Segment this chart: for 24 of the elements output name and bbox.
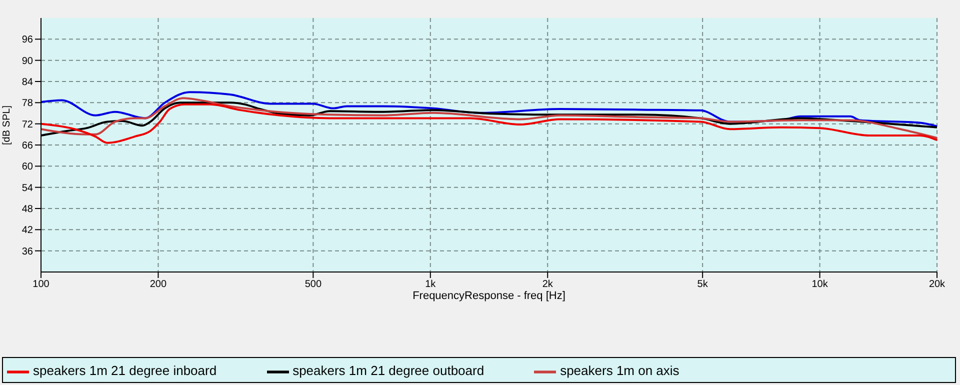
x-tick-label: 100 <box>32 279 50 290</box>
y-axis-title: [dB SPL] <box>2 105 13 145</box>
y-tick-label: 60 <box>22 162 34 173</box>
legend-label: speakers 1m 21 degree outboard <box>292 363 484 378</box>
y-tick-label: 72 <box>22 119 34 130</box>
legend-label: speakers 1m on axis <box>560 363 680 378</box>
y-tick-label: 90 <box>22 56 34 67</box>
y-tick-label: 84 <box>22 77 34 88</box>
y-tick-label: 42 <box>22 225 34 236</box>
x-tick-label: 5k <box>697 279 709 290</box>
y-tick-label: 36 <box>22 246 34 258</box>
x-tick-label: 200 <box>150 279 167 290</box>
y-tick-label: 78 <box>22 98 34 110</box>
y-tick-label: 66 <box>22 140 34 152</box>
x-tick-label: 20k <box>928 279 946 290</box>
x-tick-label: 500 <box>304 279 322 290</box>
x-tick-label: 10k <box>812 279 829 290</box>
x-tick-label: 1k <box>425 279 437 290</box>
x-axis-title: FrequencyResponse - freq [Hz] <box>412 290 566 302</box>
y-tick-label: 96 <box>22 34 34 46</box>
y-tick-label: 48 <box>22 204 34 216</box>
legend-label: speakers 1m 21 degree inboard <box>33 363 217 378</box>
x-tick-label: 2k <box>542 279 554 290</box>
y-tick-label: 54 <box>22 182 34 194</box>
